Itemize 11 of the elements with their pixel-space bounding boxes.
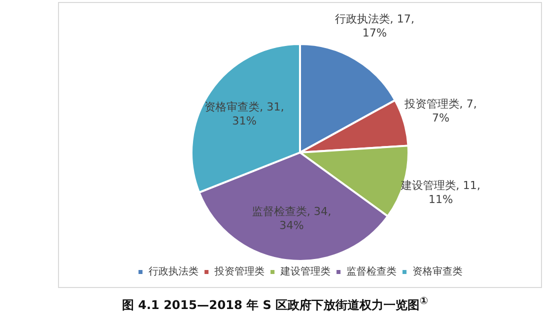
- data-label: 投资管理类, 7, 7%: [403, 97, 477, 124]
- legend-label: 行政执法类: [148, 266, 198, 278]
- legend-label: 建设管理类: [280, 266, 330, 278]
- data-label: 建设管理类, 11, 11%: [400, 179, 480, 206]
- caption: 图 4.1 2015—2018 年 S 区政府下放街道权力一览图$^{①}$: [120, 296, 430, 314]
- legend-label: 资格审查类: [412, 266, 462, 278]
- data-label: 资格审查类, 31, 31%: [204, 100, 284, 128]
- data-label: 监督检查类, 34, 34%: [252, 205, 332, 232]
- legend-label: 监督检查类: [346, 266, 396, 278]
- legend-label: 投资管理类: [214, 266, 264, 278]
- data-label: 行政执法类, 17, 17%: [334, 12, 414, 40]
